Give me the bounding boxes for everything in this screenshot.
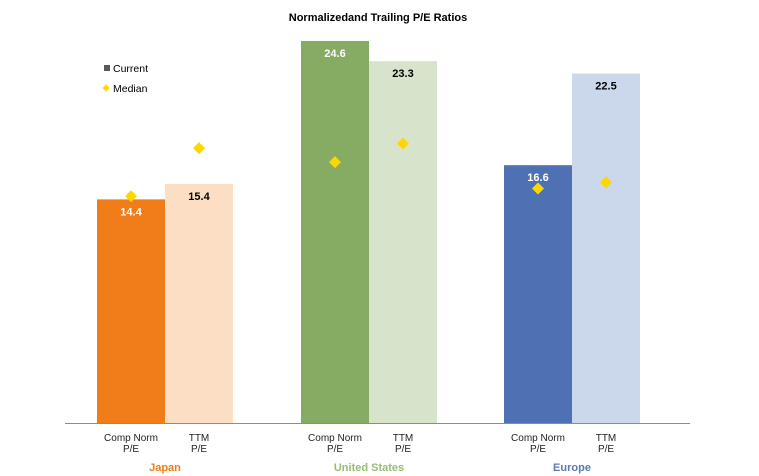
japan-group-label: Japan (149, 462, 181, 474)
japan-ttm-category-label-line1: TTM (189, 433, 210, 444)
japan-ttm-bar (165, 183, 233, 423)
united-states-ttm-value-label: 23.3 (392, 68, 413, 80)
legend-median-label: Median (113, 83, 148, 95)
japan-comp-norm-category-label-line2: P/E (123, 444, 139, 455)
europe-ttm-value-label: 22.5 (595, 81, 616, 93)
legend: Current Median (102, 63, 148, 95)
united-states-group-label: United States (334, 462, 404, 474)
europe-ttm-category-label-line2: P/E (598, 444, 614, 455)
japan-comp-norm-median-marker (125, 190, 137, 203)
europe-ttm-median-marker (600, 176, 612, 189)
united-states-comp-norm-median-marker (329, 156, 341, 169)
united-states-ttm-category-label-line1: TTM (393, 433, 414, 444)
united-states-ttm-median-marker (397, 137, 409, 150)
legend-median-marker (102, 84, 110, 92)
europe-comp-norm-bar (504, 165, 572, 423)
japan-ttm-median-marker (193, 142, 205, 155)
japan-ttm-category-label-line2: P/E (191, 444, 207, 455)
united-states-comp-norm-category-label-line2: P/E (327, 444, 343, 455)
united-states-comp-norm-category-label-line1: Comp Norm (308, 433, 362, 444)
europe-ttm-category-label-line1: TTM (596, 433, 617, 444)
legend-current-label: Current (113, 63, 148, 75)
legend-current-swatch (104, 65, 110, 71)
europe-comp-norm-category-label-line1: Comp Norm (511, 433, 565, 444)
united-states-comp-norm-bar (301, 40, 369, 423)
europe-group-label: Europe (553, 462, 591, 474)
japan-comp-norm-category-label-line1: Comp Norm (104, 433, 158, 444)
europe-comp-norm-median-marker (532, 182, 544, 195)
united-states-ttm-category-label-line2: P/E (395, 444, 411, 455)
united-states-comp-norm-value-label: 24.6 (324, 48, 345, 60)
japan-comp-norm-bar (97, 199, 165, 423)
united-states-ttm-bar (369, 61, 437, 423)
europe-ttm-bar (572, 73, 640, 423)
chart-title: Normalizedand Trailing P/E Ratios (289, 12, 467, 24)
japan-comp-norm-value-label: 14.4 (120, 206, 142, 218)
europe-comp-norm-category-label-line2: P/E (530, 444, 546, 455)
japan-ttm-value-label: 15.4 (188, 191, 210, 203)
europe-comp-norm-value-label: 16.6 (527, 172, 548, 184)
